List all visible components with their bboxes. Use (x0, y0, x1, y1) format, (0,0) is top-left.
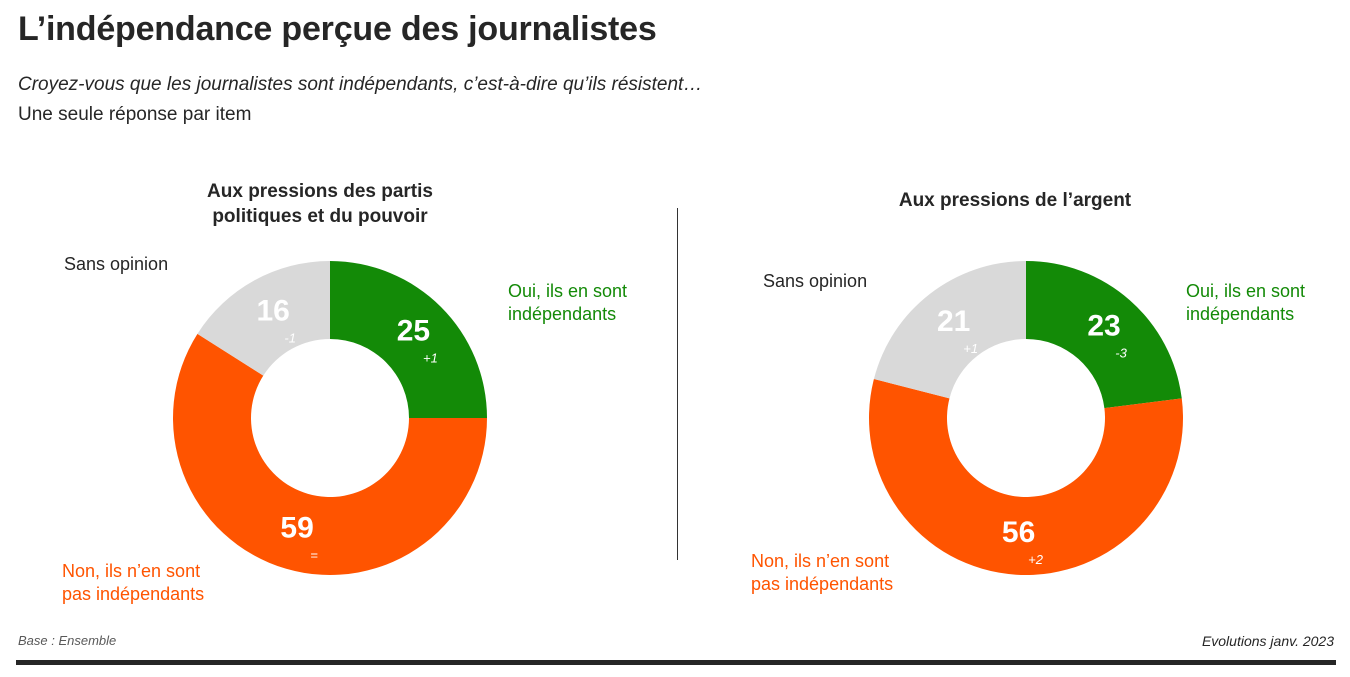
question-text: Croyez-vous que les journalistes sont in… (18, 74, 703, 95)
chart-2-slice-sans-opinion (873, 261, 1026, 399)
instruction-text: Une seule réponse par item (18, 104, 252, 125)
chart-1-label-non-line-2: pas indépendants (62, 584, 205, 604)
chart-2-slice-oui (1026, 261, 1182, 409)
chart-2-value-oui: 23 (1087, 309, 1120, 342)
chart-1-label-oui-line-2: indépendants (508, 304, 617, 324)
chart-2-label-non-line-1: Non, ils n’en sont (751, 551, 890, 571)
chart-2-evolution-sans-opinion: +1 (963, 341, 978, 356)
chart-2-slice-non (869, 378, 1183, 576)
evolutions-note: Evolutions janv. 2023 (1201, 633, 1334, 649)
chart-1-value-sans-opinion: 16 (256, 295, 289, 328)
chart-1-slice-oui (330, 261, 487, 418)
chart-2-label-oui-line-2: indépendants (1186, 304, 1295, 324)
chart-1-slice-sans-opinion (197, 261, 330, 376)
chart-2-title-line-1: Aux pressions de l’argent (898, 190, 1132, 211)
chart-1-label-sans-opinion: Sans opinion (64, 254, 169, 274)
chart-1-evolution-sans-opinion: -1 (284, 331, 296, 346)
chart-1-evolution-non: = (310, 547, 318, 562)
chart-2-label-non-line-2: pas indépendants (751, 574, 894, 594)
chart-1-title-line-2: politiques et du pouvoir (212, 206, 428, 227)
chart-1-label-oui-line-1: Oui, ils en sont (508, 281, 628, 301)
chart-1-label-oui: Oui, ils en sont indépendants (508, 280, 627, 326)
chart-1-value-non: 59 (280, 511, 313, 544)
chart-1-label-non-line-1: Non, ils n’en sont (62, 561, 201, 581)
chart-2-evolution-oui: -3 (1115, 345, 1127, 360)
chart-2-value-non: 56 (1002, 516, 1035, 549)
page-title: L’indépendance perçue des journalistes (18, 10, 657, 48)
chart-2-title: Aux pressions de l’argent (865, 188, 1165, 213)
panel-divider (677, 208, 678, 560)
base-note: Base : Ensemble (18, 633, 117, 648)
chart-1-label-non: Non, ils n’en sont pas indépendants (62, 560, 204, 606)
chart-1-title: Aux pressions des partis politiques et d… (170, 179, 470, 229)
chart-2-label-sans-opinion: Sans opinion (763, 271, 868, 291)
chart-1-value-oui: 25 (397, 315, 430, 348)
chart-1-title-line-1: Aux pressions des partis (207, 181, 433, 202)
bottom-rule (16, 660, 1336, 665)
chart-1-slice-non (173, 333, 487, 575)
chart-2-value-sans-opinion: 21 (937, 305, 970, 338)
chart-1-evolution-oui: +1 (423, 351, 438, 366)
chart-2-label-oui-line-1: Oui, ils en sont (1186, 281, 1306, 301)
chart-2-label-oui: Oui, ils en sont indépendants (1186, 280, 1305, 326)
chart-2-label-non: Non, ils n’en sont pas indépendants (751, 550, 893, 596)
chart-2-evolution-non: +2 (1028, 552, 1044, 567)
